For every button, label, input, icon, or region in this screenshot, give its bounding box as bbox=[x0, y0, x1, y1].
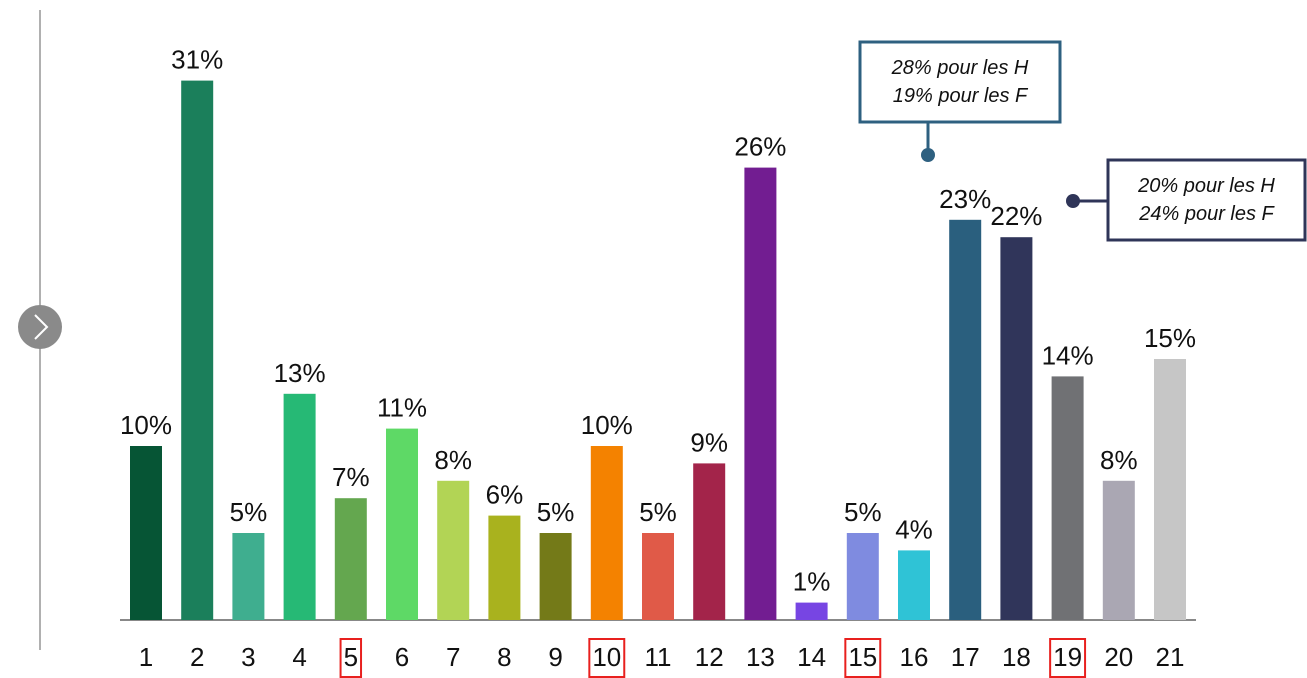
bar bbox=[539, 533, 572, 620]
bar bbox=[642, 533, 674, 620]
data-label: 5% bbox=[230, 497, 268, 527]
data-label: 9% bbox=[690, 427, 728, 457]
bar bbox=[283, 393, 316, 620]
data-label: 8% bbox=[1100, 445, 1138, 475]
category-highlight bbox=[1049, 638, 1087, 678]
x-tick-label: 17 bbox=[951, 642, 980, 672]
data-label: 22% bbox=[990, 201, 1042, 231]
annotation-dot bbox=[921, 148, 935, 162]
bar bbox=[949, 219, 982, 621]
x-tick-label: 8 bbox=[497, 642, 511, 672]
data-label: 5% bbox=[639, 497, 677, 527]
data-label: 10% bbox=[581, 410, 633, 440]
data-label: 5% bbox=[844, 497, 882, 527]
data-label: 10% bbox=[120, 410, 172, 440]
bar bbox=[232, 533, 265, 620]
data-label: 11% bbox=[377, 393, 427, 423]
bar bbox=[898, 550, 930, 620]
bar bbox=[590, 446, 623, 620]
bar bbox=[1000, 237, 1033, 620]
annotation-box bbox=[858, 40, 1062, 124]
data-label: 8% bbox=[434, 445, 472, 475]
annotation-dot bbox=[1066, 194, 1080, 208]
data-label: 13% bbox=[274, 358, 326, 388]
bar bbox=[488, 515, 521, 620]
x-tick-label: 18 bbox=[1002, 642, 1031, 672]
data-label: 7% bbox=[332, 462, 370, 492]
bar bbox=[181, 80, 214, 621]
bar bbox=[1051, 376, 1084, 620]
x-tick-label: 6 bbox=[395, 642, 409, 672]
bar bbox=[795, 602, 828, 620]
data-label: 14% bbox=[1042, 340, 1094, 370]
data-label: 15% bbox=[1144, 323, 1196, 353]
x-tick-label: 9 bbox=[548, 642, 562, 672]
bar bbox=[1102, 480, 1135, 620]
annotation-text: 20% pour les H bbox=[1137, 175, 1275, 197]
bar bbox=[334, 498, 367, 620]
x-tick-label: 16 bbox=[900, 642, 929, 672]
data-label: 1% bbox=[793, 567, 831, 597]
category-highlight bbox=[844, 638, 882, 678]
x-tick-label: 2 bbox=[190, 642, 204, 672]
bar bbox=[386, 428, 418, 620]
x-tick-label: 21 bbox=[1156, 642, 1185, 672]
x-tick-label: 3 bbox=[241, 642, 255, 672]
x-tick-label: 13 bbox=[746, 642, 775, 672]
x-tick-label: 14 bbox=[797, 642, 826, 672]
next-button[interactable] bbox=[18, 305, 62, 349]
category-highlight bbox=[588, 638, 626, 678]
x-tick-label: 11 bbox=[645, 642, 672, 672]
annotation-text: 19% pour les F bbox=[893, 85, 1029, 107]
data-label: 23% bbox=[939, 184, 991, 214]
bar bbox=[1154, 359, 1186, 620]
x-tick-label: 5 bbox=[344, 642, 358, 672]
data-label: 4% bbox=[895, 514, 933, 544]
data-label: 31% bbox=[171, 45, 223, 75]
x-tick-label: 1 bbox=[139, 642, 153, 672]
x-tick-label: 19 bbox=[1053, 642, 1082, 672]
annotation-text: 28% pour les H bbox=[891, 57, 1029, 79]
bar bbox=[846, 533, 879, 620]
x-tick-label: 15 bbox=[848, 642, 877, 672]
x-tick-label: 20 bbox=[1104, 642, 1133, 672]
category-highlight bbox=[339, 638, 363, 678]
x-tick-label: 7 bbox=[446, 642, 460, 672]
bar bbox=[744, 167, 777, 620]
data-label: 26% bbox=[734, 132, 786, 162]
x-tick-label: 4 bbox=[292, 642, 306, 672]
bar bbox=[693, 463, 726, 620]
bar bbox=[130, 446, 162, 620]
annotation-box bbox=[1106, 158, 1307, 242]
data-label: 6% bbox=[486, 480, 524, 510]
annotation-text: 24% pour les F bbox=[1138, 203, 1275, 225]
chevron[interactable] bbox=[34, 314, 49, 340]
bar bbox=[437, 480, 470, 620]
next-button-circle[interactable] bbox=[18, 305, 62, 349]
data-label: 5% bbox=[537, 497, 575, 527]
x-tick-label: 10 bbox=[592, 642, 621, 672]
x-tick-label: 12 bbox=[695, 642, 724, 672]
